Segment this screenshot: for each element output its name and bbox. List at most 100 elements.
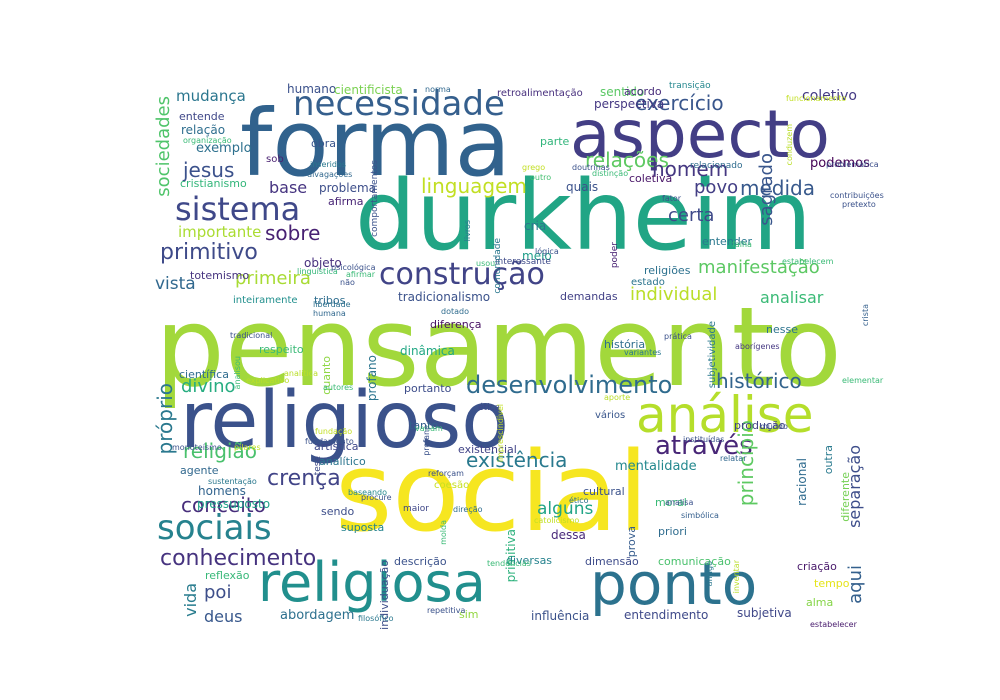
cloud-word: afirma xyxy=(328,195,364,208)
cloud-word: tempo xyxy=(814,577,850,590)
cloud-word: usou xyxy=(476,259,496,268)
cloud-word: povo xyxy=(694,177,739,198)
cloud-word: quais xyxy=(566,180,599,194)
cloud-word: estabelecer xyxy=(810,620,857,629)
cloud-word: alma xyxy=(806,596,834,609)
cloud-word: religiosa xyxy=(258,551,486,614)
cloud-word: comunicação xyxy=(658,555,731,568)
cloud-word: comunidade xyxy=(493,238,503,294)
cloud-word: vista xyxy=(155,274,196,294)
cloud-word: produção xyxy=(734,419,786,432)
cloud-word: linguística xyxy=(297,267,338,276)
cloud-word: problema xyxy=(319,181,377,195)
cloud-word: coletiva xyxy=(629,172,673,185)
cloud-word: estado xyxy=(631,277,665,288)
cloud-word: lógica xyxy=(535,247,559,256)
cloud-word: fundação xyxy=(315,427,353,436)
cloud-word: jesus xyxy=(183,158,235,182)
cloud-word: pilares xyxy=(234,443,261,452)
cloud-word: meio xyxy=(522,249,552,263)
cloud-word: história xyxy=(604,338,646,351)
cloud-word: necessidade xyxy=(293,84,505,124)
cloud-word: forma xyxy=(240,90,511,197)
cloud-word: abordagem xyxy=(280,608,355,623)
cloud-word: cientificista xyxy=(334,83,403,97)
cloud-word: análise xyxy=(636,386,814,444)
cloud-word: reflexão xyxy=(205,569,250,582)
cloud-word: analisar xyxy=(760,288,824,307)
cloud-word: explicativo xyxy=(246,376,290,385)
cloud-word: podemos xyxy=(810,156,870,171)
cloud-word: durkheim xyxy=(355,160,812,272)
cloud-word: ética xyxy=(478,403,501,413)
cloud-word: primeira xyxy=(235,268,311,289)
cloud-word: diferente xyxy=(839,472,852,522)
cloud-word: nesse xyxy=(766,323,798,336)
cloud-word: histórico xyxy=(716,369,802,393)
cloud-word: reforçam xyxy=(428,469,464,478)
cloud-word: fundamento xyxy=(305,437,354,446)
cloud-word: falha xyxy=(732,240,752,249)
cloud-word: transição xyxy=(669,81,711,91)
cloud-word: sendo xyxy=(321,505,355,518)
cloud-word: tradicionalismo xyxy=(398,290,491,304)
cloud-word: crista xyxy=(861,304,870,327)
cloud-word: existencial xyxy=(458,443,517,456)
cloud-word: outra xyxy=(822,445,835,475)
cloud-word: fator xyxy=(662,194,682,203)
cloud-word: relação xyxy=(181,123,226,137)
cloud-word: norma xyxy=(425,85,451,94)
cloud-word: cria xyxy=(524,219,547,233)
cloud-word: tribos xyxy=(314,294,346,307)
cloud-word: distinção xyxy=(592,169,629,178)
cloud-word: tese xyxy=(313,456,323,476)
cloud-word: construção xyxy=(379,257,545,292)
cloud-word: comportamentos xyxy=(370,160,380,237)
cloud-word: sim xyxy=(459,608,479,621)
cloud-word: pretexto xyxy=(842,200,876,209)
cloud-word: baseando xyxy=(348,488,388,497)
cloud-word: cultural xyxy=(583,485,625,498)
cloud-word: relações xyxy=(585,148,669,172)
cloud-word: influência xyxy=(531,609,590,623)
cloud-word: prova xyxy=(625,526,638,558)
cloud-word: vida xyxy=(181,583,200,617)
cloud-word: inseridos xyxy=(310,160,347,169)
cloud-word: imprescindível xyxy=(496,404,505,463)
cloud-word: retroalimentação xyxy=(497,88,583,99)
cloud-word: doutrinas xyxy=(572,163,610,172)
cloud-word: conhecimento xyxy=(160,546,317,571)
cloud-word: individual xyxy=(630,284,718,305)
cloud-word: sociedades xyxy=(153,96,174,197)
cloud-word: aspecto xyxy=(570,96,830,173)
cloud-word: dinâmica xyxy=(400,344,455,358)
cloud-word: tanto xyxy=(409,419,439,432)
cloud-word: subjetividade xyxy=(707,321,718,389)
cloud-word: sagrado xyxy=(756,153,777,226)
cloud-word: catolicismo xyxy=(534,516,580,525)
cloud-word: analisou xyxy=(233,356,242,390)
cloud-word: respeito xyxy=(259,343,304,356)
cloud-word: sociais xyxy=(157,508,272,548)
cloud-word: mudança xyxy=(176,87,246,105)
cloud-word: grego xyxy=(522,163,546,172)
cloud-word: desenvolvimento xyxy=(466,371,673,399)
cloud-word: estabelecem xyxy=(782,257,834,266)
cloud-word: entendimento xyxy=(624,608,709,622)
cloud-word: religiões xyxy=(644,264,691,277)
cloud-word: objeto xyxy=(304,256,342,270)
cloud-word: liberdade xyxy=(313,300,351,309)
cloud-word: perspectiva xyxy=(594,97,665,111)
cloud-word: artística xyxy=(314,440,359,453)
cloud-word: prática xyxy=(664,332,692,341)
cloud-word: religião xyxy=(183,439,257,463)
cloud-word: monoteísmo xyxy=(172,443,222,452)
cloud-word: conceito xyxy=(181,493,266,517)
cloud-word: diferença xyxy=(430,318,482,331)
cloud-word: homens xyxy=(198,484,246,498)
cloud-word: diversas xyxy=(506,554,553,567)
cloud-word: medida xyxy=(740,176,815,200)
cloud-word: científica xyxy=(179,368,229,381)
cloud-word: racional xyxy=(795,458,809,506)
cloud-word: totemismo xyxy=(190,269,250,282)
